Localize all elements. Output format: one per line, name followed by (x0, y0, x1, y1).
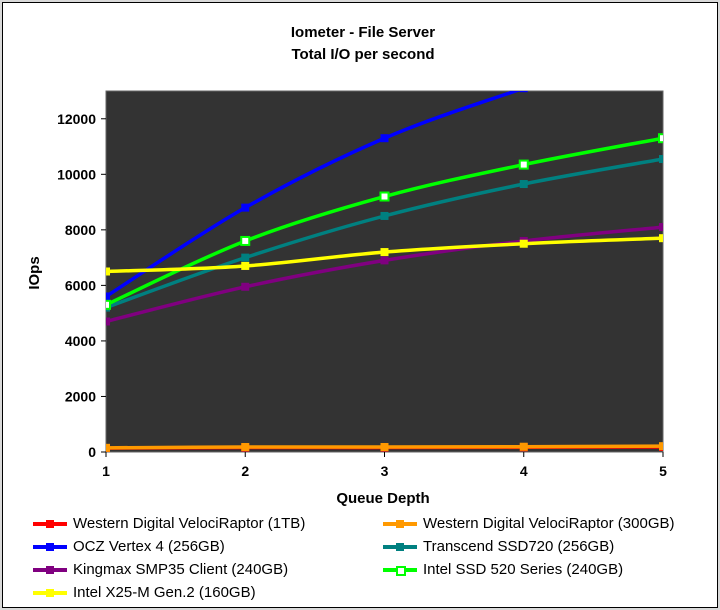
series-3-point-4 (519, 91, 528, 93)
legend-label: Kingmax SMP35 Client (240GB) (73, 561, 289, 578)
x-axis-label: Queue Depth (336, 490, 429, 507)
x-tick-label: 2 (241, 463, 249, 479)
chart-title: Iometer - File Server (291, 24, 435, 41)
series-5-point-1 (106, 317, 110, 326)
legend-label: Western Digital VelociRaptor (300GB) (423, 515, 675, 532)
series-7-point-4 (519, 239, 528, 248)
series-3-point-1 (106, 292, 110, 301)
legend-label: OCZ Vertex 4 (256GB) (73, 538, 225, 555)
series-3-point-3 (380, 134, 389, 143)
series-layer (106, 40, 667, 452)
x-axis: 1 2 3 4 5 (102, 452, 667, 479)
y-tick-label: 0 (88, 444, 96, 460)
legend-item-5: Kingmax SMP35 Client (240GB) (33, 561, 288, 578)
series-2-point-1 (106, 443, 110, 452)
series-6-point-3 (379, 191, 390, 202)
series-5-point-5 (659, 223, 663, 232)
series-6-point-1 (106, 299, 111, 310)
legend-swatch-icon (33, 587, 67, 599)
legend-label: Transcend SSD720 (256GB) (423, 538, 615, 555)
series-3-point-2 (241, 203, 250, 212)
x-tick-label: 4 (520, 463, 528, 479)
legend-item-7: Intel X25-M Gen.2 (160GB) (33, 584, 256, 601)
series-4-point-4 (519, 180, 528, 189)
legend-swatch-icon (383, 564, 417, 576)
legend-swatch-icon (33, 564, 67, 576)
chart-svg: Iometer - File Server Total I/O per seco… (26, 24, 667, 507)
legend-item-3: OCZ Vertex 4 (256GB) (33, 538, 225, 555)
y-tick-label: 10000 (57, 166, 96, 182)
x-tick-label: 5 (659, 463, 667, 479)
series-clip-group (106, 40, 667, 452)
legend-swatch-icon (383, 518, 417, 530)
series-2-point-4 (519, 442, 528, 451)
legend-item-1: Western Digital VelociRaptor (1TB) (33, 515, 305, 532)
legend-swatch-icon (383, 541, 417, 553)
legend-label: Intel X25-M Gen.2 (160GB) (73, 584, 256, 601)
series-2-point-2 (241, 443, 250, 452)
series-5-point-3 (380, 256, 389, 265)
series-6-point-2 (240, 235, 251, 246)
legend-item-6: Intel SSD 520 Series (240GB) (383, 561, 623, 578)
series-7-point-5 (659, 234, 663, 243)
legend-swatch-icon (33, 518, 67, 530)
legend-item-2: Western Digital VelociRaptor (300GB) (383, 515, 675, 532)
series-4-point-3 (380, 211, 389, 220)
series-3-point-5 (659, 40, 667, 48)
y-axis-label: IOps (26, 256, 43, 289)
y-tick-label: 8000 (65, 222, 96, 238)
series-4-point-2 (241, 253, 250, 262)
series-5-point-2 (241, 282, 250, 291)
y-axis: 0 2000 4000 6000 8000 10000 12000 (57, 111, 106, 460)
series-4-point-5 (659, 155, 663, 164)
legend-swatch-icon (33, 541, 67, 553)
legend-item-4: Transcend SSD720 (256GB) (383, 538, 614, 555)
series-6-point-4 (518, 159, 529, 170)
legend-label: Western Digital VelociRaptor (1TB) (73, 515, 306, 532)
x-tick-label: 3 (381, 463, 389, 479)
legend-label: Intel SSD 520 Series (240GB) (423, 561, 624, 578)
y-tick-label: 6000 (65, 277, 96, 293)
plot-area (105, 90, 664, 453)
y-tick-label: 2000 (65, 388, 96, 404)
series-7-point-2 (241, 261, 250, 270)
chart-subtitle: Total I/O per second (291, 46, 434, 63)
x-tick-label: 1 (102, 463, 110, 479)
y-tick-label: 4000 (65, 333, 96, 349)
series-2-point-3 (380, 443, 389, 452)
series-7-point-1 (106, 267, 110, 276)
y-tick-label: 12000 (57, 111, 96, 127)
series-7-point-3 (380, 248, 389, 257)
series-2-point-5 (659, 442, 663, 451)
series-6-point-5 (658, 133, 663, 144)
